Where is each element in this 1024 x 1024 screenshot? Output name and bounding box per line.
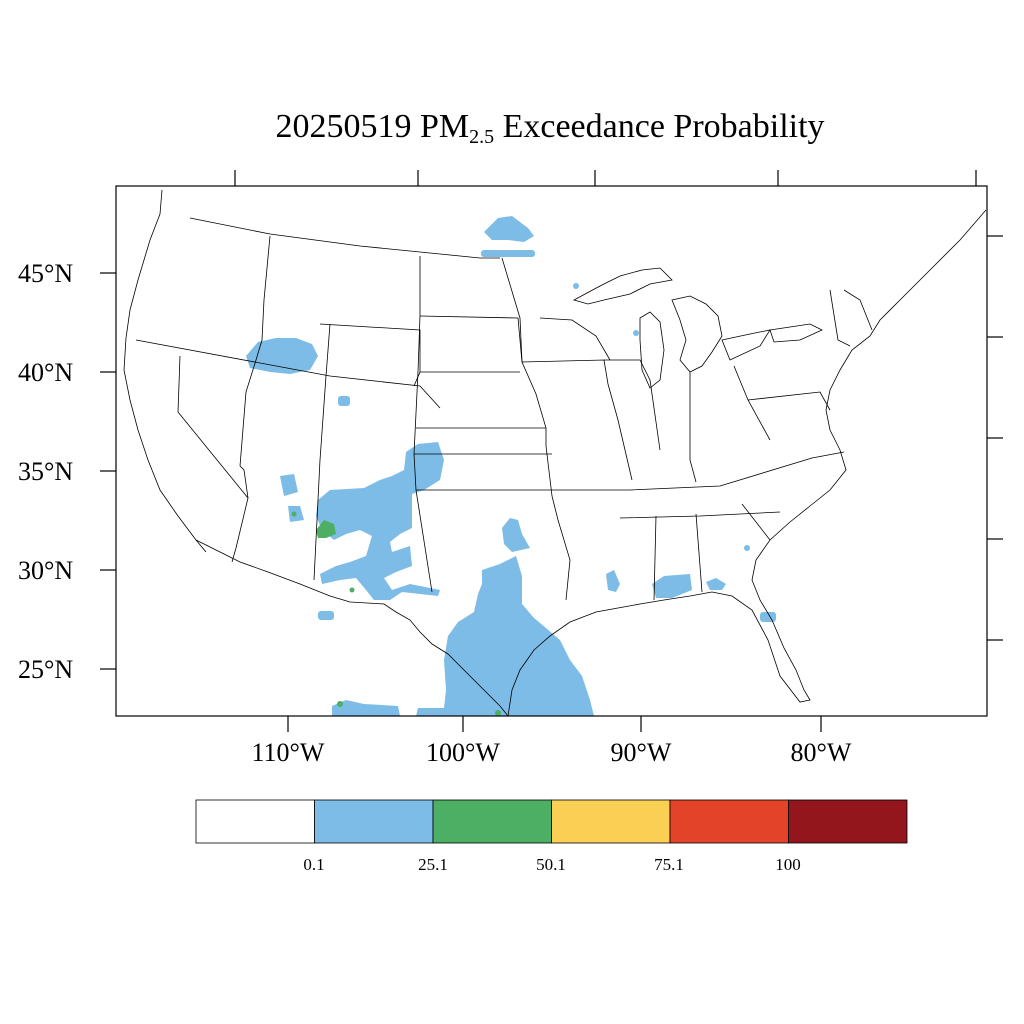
- latitude-labels: 45°N 40°N 35°N 30°N 25°N: [18, 259, 73, 684]
- map-frame: [115, 185, 988, 717]
- colorbar-swatch: [195, 799, 315, 844]
- colorbar-label-2: 50.1: [536, 855, 566, 874]
- lon-label-80w: 80°W: [791, 738, 852, 767]
- longitude-labels: 110°W 100°W 90°W 80°W: [252, 738, 852, 767]
- left-ticks: [100, 272, 116, 670]
- title-pollutant: PM: [419, 108, 470, 145]
- low-probability-areas: [246, 216, 776, 716]
- bottom-ticks: [287, 716, 822, 732]
- colorbar-label-4: 100: [775, 855, 801, 874]
- lat-label-40: 40°N: [18, 358, 73, 387]
- top-ticks: [234, 170, 977, 186]
- boundary-lines: [123, 189, 987, 716]
- title-suffix: Exceedance Probability: [502, 108, 825, 145]
- colorbar-tick-labels: 0.1 25.1 50.1 75.1 100: [303, 855, 800, 874]
- colorbar-label-0: 0.1: [303, 855, 324, 874]
- title-pollutant-subscript: 2.5: [469, 126, 495, 148]
- lat-label-30: 30°N: [18, 556, 73, 585]
- colorbar-swatch: [432, 799, 552, 844]
- title-date: 20250519: [275, 108, 412, 145]
- colorbar-label-1: 25.1: [418, 855, 448, 874]
- probability-field: [246, 216, 776, 716]
- colorbar-swatch: [551, 799, 671, 844]
- colorbar: [195, 799, 908, 844]
- right-ticks: [987, 235, 1003, 641]
- lon-label-100w: 100°W: [426, 738, 500, 767]
- colorbar-swatch: [314, 799, 434, 844]
- lat-label-45: 45°N: [18, 259, 73, 288]
- colorbar-swatch: [788, 799, 908, 844]
- lat-label-25: 25°N: [18, 655, 73, 684]
- medium-probability-areas: [291, 511, 501, 716]
- lat-label-35: 35°N: [18, 457, 73, 486]
- lon-label-110w: 110°W: [252, 738, 325, 767]
- chart-title: 20250519 PM2.5 Exceedance Probability: [0, 108, 1024, 149]
- colorbar-swatch: [669, 799, 789, 844]
- lon-label-90w: 90°W: [611, 738, 672, 767]
- colorbar-label-3: 75.1: [654, 855, 684, 874]
